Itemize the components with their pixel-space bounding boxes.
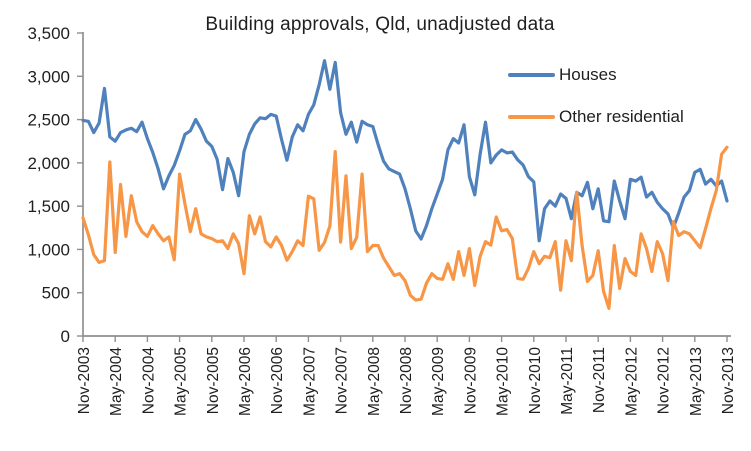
y-tick-label: 3,500 <box>27 24 70 43</box>
y-tick-label: 0 <box>61 327 70 346</box>
other-residential-line-series <box>81 145 729 310</box>
x-tick-label: Nov-2005 <box>205 347 222 414</box>
x-tick-label: Nov-2012 <box>656 347 673 414</box>
x-tick-label: Nov-2013 <box>720 347 737 414</box>
y-tick-label: 1,500 <box>27 197 70 216</box>
x-axis-labels: Nov-2003 May-2004 Nov-2004 May-2005 Nov-2005… <box>76 347 737 416</box>
x-tick-label: Nov-2007 <box>334 347 351 414</box>
x-tick-label: Nov-2003 <box>76 347 93 414</box>
x-tick-label: Nov-2009 <box>462 347 479 414</box>
x-tick-label: May-2008 <box>366 347 383 416</box>
x-tick-label: Nov-2006 <box>269 347 286 414</box>
x-tick-label: Nov-2008 <box>398 347 415 414</box>
axis-lines <box>82 32 731 337</box>
legend-label-other-residential: Other residential <box>559 107 684 126</box>
x-tick-label: May-2007 <box>301 347 318 416</box>
legend-item-other-residential: Other residential <box>508 107 684 126</box>
x-tick-label: May-2010 <box>495 347 512 416</box>
x-tick-label: Nov-2004 <box>140 347 157 415</box>
x-tick-label: May-2005 <box>173 347 190 416</box>
x-axis-tick-marks <box>82 336 728 342</box>
y-tick-label: 2,500 <box>27 111 70 130</box>
x-tick-label: May-2009 <box>430 347 447 416</box>
legend-item-houses: Houses <box>508 65 617 84</box>
houses-line-series <box>81 59 729 243</box>
y-axis-labels: 3,500 3,000 2,500 2,000 1,500 1,000 500 0 <box>27 24 70 346</box>
y-axis-tick-marks <box>77 32 83 337</box>
y-tick-label: 3,000 <box>27 67 70 86</box>
chart-title: Building approvals, Qld, unadjusted data <box>205 14 555 35</box>
x-tick-label: May-2004 <box>108 347 125 416</box>
x-tick-label: Nov-2010 <box>527 347 544 415</box>
other-residential-line-swatch <box>508 115 555 119</box>
houses-line-swatch <box>508 73 555 77</box>
x-tick-label: May-2006 <box>237 347 254 416</box>
line-series-group <box>81 59 729 310</box>
x-tick-label: May-2012 <box>623 347 640 416</box>
legend-label-houses: Houses <box>559 65 617 84</box>
y-tick-label: 500 <box>42 284 70 303</box>
x-tick-label: May-2011 <box>559 347 576 415</box>
y-tick-label: 2,000 <box>27 154 70 173</box>
x-tick-label: Nov-2011 <box>591 347 608 413</box>
x-tick-label: May-2013 <box>688 347 705 416</box>
y-tick-label: 1,000 <box>27 240 70 259</box>
